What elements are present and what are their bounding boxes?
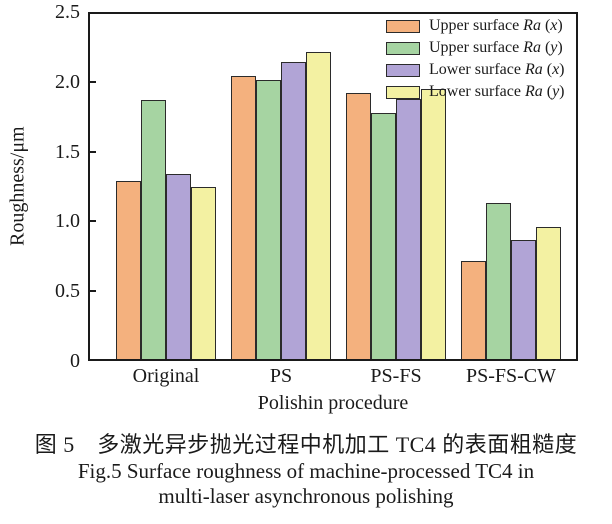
x-category-label: PS-FS-CW (465, 365, 557, 387)
bar (346, 92, 371, 361)
y-tick-mark (88, 150, 96, 153)
plot-area: Upper surface Ra (x) Upper surface Ra (y)… (88, 12, 578, 361)
bar (116, 180, 141, 361)
bar (166, 173, 191, 361)
y-tick-label: 2.5 (55, 1, 80, 23)
y-tick-label: 0 (70, 350, 80, 372)
legend-label: Upper surface Ra (x) (429, 17, 563, 34)
bar (421, 88, 446, 361)
bar (231, 76, 256, 361)
figure-root: Roughness/μm Upper surface Ra (x) Upper s… (0, 1, 612, 510)
y-tick-label: 1.0 (55, 210, 80, 233)
y-tick-mark (88, 290, 96, 293)
bar (256, 80, 281, 361)
x-axis-title: Polishin procedure (257, 392, 409, 414)
legend-label: Lower surface Ra (x) (429, 61, 565, 78)
legend-item: Lower surface Ra (y) (386, 81, 565, 103)
bar (396, 98, 421, 361)
y-tick-label: 2.0 (55, 70, 80, 93)
caption-english-line1: Fig.5 Surface roughness of machine-proce… (77, 458, 535, 483)
bar (371, 112, 396, 361)
legend-swatch (386, 85, 420, 99)
bar (191, 186, 216, 361)
y-tick-label: 0.5 (55, 280, 80, 303)
bar (511, 239, 536, 361)
bar (486, 203, 511, 361)
legend-swatch (386, 19, 420, 33)
legend-swatch (386, 41, 420, 55)
legend-label: Lower surface Ra (y) (429, 83, 565, 100)
caption-chinese: 图 5 多激光异步抛光过程中机加工 TC4 的表面粗糙度 (34, 432, 578, 457)
y-tick-label: 1.5 (55, 140, 80, 163)
legend-item: Upper surface Ra (x) (386, 15, 565, 37)
legend-item: Lower surface Ra (x) (386, 59, 565, 81)
bar (536, 226, 561, 361)
y-tick-mark (88, 80, 96, 83)
legend: Upper surface Ra (x) Upper surface Ra (y)… (386, 15, 565, 103)
x-category-label: Original (132, 365, 200, 387)
bar (306, 52, 331, 361)
bar (281, 62, 306, 361)
x-category-label: PS-FS (370, 365, 422, 387)
bar (461, 260, 486, 361)
bar-chart: Roughness/μm Upper surface Ra (x) Upper s… (6, 1, 578, 414)
legend-swatch (386, 63, 420, 77)
y-tick-mark (88, 220, 96, 223)
caption-english-line2: multi-laser asynchronous polishing (158, 484, 454, 509)
legend-item: Upper surface Ra (y) (386, 37, 565, 59)
y-axis-title: Roughness/μm (6, 126, 29, 247)
bar (141, 99, 166, 361)
legend-label: Upper surface Ra (y) (429, 39, 563, 56)
caption: 图 5 多激光异步抛光过程中机加工 TC4 的表面粗糙度 Fig.5 Surfa… (0, 432, 612, 510)
x-category-label: PS (269, 365, 293, 387)
